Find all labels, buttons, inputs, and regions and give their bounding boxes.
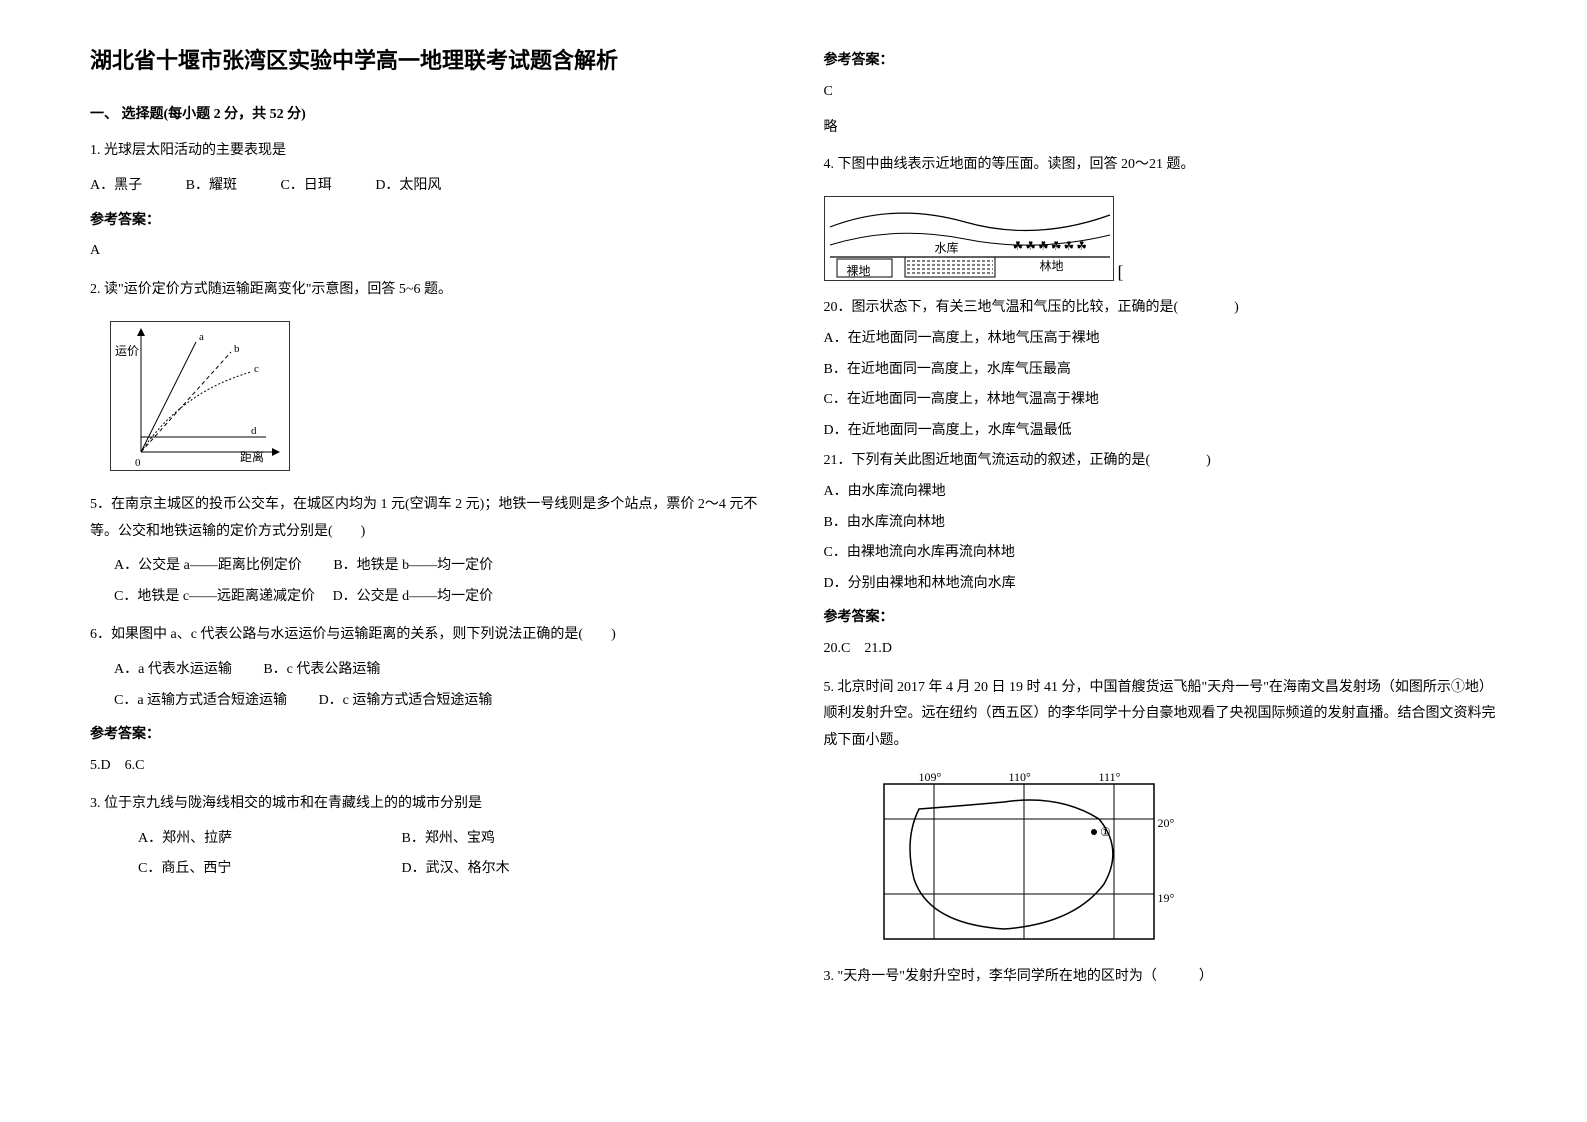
q20-A: A．在近地面同一高度上，林地气压高于裸地 [824, 326, 1498, 353]
q20-text: 20．图示状态下，有关三地气温和气压的比较，正确的是( ) [824, 295, 1498, 322]
q2-text: 2. 读"运价定价方式随运输距离变化"示意图，回答 5~6 题。 [90, 277, 764, 304]
q20-B: B．在近地面同一高度上，水库气压最高 [824, 357, 1498, 384]
q21-D: D．分别由裸地和林地流向水库 [824, 571, 1498, 598]
chart-label-c: c [254, 363, 259, 375]
pressure-diagram: 水库 裸地 林地 ☘☘☘☘☘☘ [824, 196, 1114, 281]
q1-answer: A [90, 238, 764, 265]
q5full-text: 5. 北京时间 2017 年 4 月 20 日 19 时 41 分，中国首艘货运… [824, 675, 1498, 755]
q20-C: C．在近地面同一高度上，林地气温高于裸地 [824, 387, 1498, 414]
diag-forest: 林地 [1040, 255, 1064, 278]
q21-A: A．由水库流向裸地 [824, 479, 1498, 506]
q3-note: 略 [824, 115, 1498, 142]
question-3: 3. 位于京九线与陇海线相交的城市和在青藏线上的的城市分别是 A．郑州、拉萨 B… [90, 791, 764, 883]
q4-text: 4. 下图中曲线表示近地面的等压面。读图，回答 20～21 题。 [824, 152, 1498, 179]
hainan-map: ① 109° 110° 111° 20° 19° [864, 764, 1174, 954]
q1-options: A．黑子 B．耀斑 C．日珥 D．太阳风 [90, 173, 764, 200]
answer-label: 参考答案： [90, 208, 764, 235]
question-1: 1. 光球层太阳活动的主要表现是 A．黑子 B．耀斑 C．日珥 D．太阳风 参考… [90, 138, 764, 264]
question-4: 4. 下图中曲线表示近地面的等压面。读图，回答 20～21 题。 水库 裸地 林… [824, 152, 1498, 663]
lat19: 19° [1158, 887, 1175, 910]
q5-sub3: 3. "天舟一号"发射升空时，李华同学所在地的区时为（ ） [824, 964, 1498, 991]
chart-label-d: d [251, 425, 257, 437]
q21-B: B．由水库流向林地 [824, 510, 1498, 537]
bracket: [ [1118, 255, 1124, 289]
question-5: 5. 北京时间 2017 年 4 月 20 日 19 时 41 分，中国首艘货运… [824, 675, 1498, 991]
svg-text:0: 0 [135, 457, 141, 469]
question-2: 2. 读"运价定价方式随运输距离变化"示意图，回答 5~6 题。 运价 a b … [90, 277, 764, 780]
lon111: 111° [1099, 766, 1121, 789]
lat20: 20° [1158, 812, 1175, 835]
q3-text: 3. 位于京九线与陇海线相交的城市和在青藏线上的的城市分别是 [90, 791, 764, 818]
q21-C: C．由裸地流向水库再流向林地 [824, 540, 1498, 567]
q3-answer: C [824, 79, 1498, 106]
q1-optA: A．黑子 [90, 173, 142, 200]
svg-text:①: ① [1100, 825, 1111, 839]
q3-row2: C．商丘、西宁 D．武汉、格尔木 [90, 856, 764, 883]
chart-label-b: b [234, 343, 240, 355]
q1-optB: B．耀斑 [186, 173, 237, 200]
q3-row1: A．郑州、拉萨 B．郑州、宝鸡 [90, 826, 764, 853]
chart-label-a: a [199, 331, 204, 343]
diag-water: 水库 [935, 237, 959, 260]
chart-svg: a b c d 0 [111, 322, 291, 472]
q2-answer: 5.D 6.C [90, 753, 764, 780]
pricing-chart: 运价 a b c d 0 距离 [110, 321, 290, 471]
q21-text: 21．下列有关此图近地面气流运动的叙述，正确的是( ) [824, 448, 1498, 475]
q1-text: 1. 光球层太阳活动的主要表现是 [90, 138, 764, 165]
answer-label: 参考答案： [824, 605, 1498, 632]
q1-optD: D．太阳风 [375, 173, 441, 200]
q6-text: 6．如果图中 a、c 代表公路与水运运价与运输距离的关系，则下列说法正确的是( … [90, 622, 764, 649]
answer-label: 参考答案： [824, 48, 1498, 75]
section-header: 一、 选择题(每小题 2 分，共 52 分) [90, 102, 764, 129]
answer-label: 参考答案： [90, 722, 764, 749]
q20-D: D．在近地面同一高度上，水库气温最低 [824, 418, 1498, 445]
q5-text: 5．在南京主城区的投币公交车，在城区内均为 1 元(空调车 2 元)；地铁一号线… [90, 492, 764, 545]
q4-answer: 20.C 21.D [824, 636, 1498, 663]
lon110: 110° [1009, 766, 1031, 789]
q6-optAB: A．a 代表水运运输 B．c 代表公路运输 [90, 657, 764, 684]
lon109: 109° [919, 766, 942, 789]
q6-optCD: C．a 运输方式适合短途运输 D．c 运输方式适合短途运输 [90, 688, 764, 715]
q5-optC: C．地铁是 c——远距离递减定价 D．公交是 d——均一定价 [90, 584, 764, 611]
trees-icon: ☘☘☘☘☘☘ [1013, 235, 1090, 258]
q5-optA: A．公交是 a——距离比例定价 B．地铁是 b——均一定价 [90, 553, 764, 580]
page-title: 湖北省十堰市张湾区实验中学高一地理联考试题含解析 [90, 40, 764, 82]
q1-optC: C．日珥 [280, 173, 331, 200]
chart-xlabel: 距离 [240, 446, 264, 469]
diag-bare: 裸地 [847, 260, 871, 283]
